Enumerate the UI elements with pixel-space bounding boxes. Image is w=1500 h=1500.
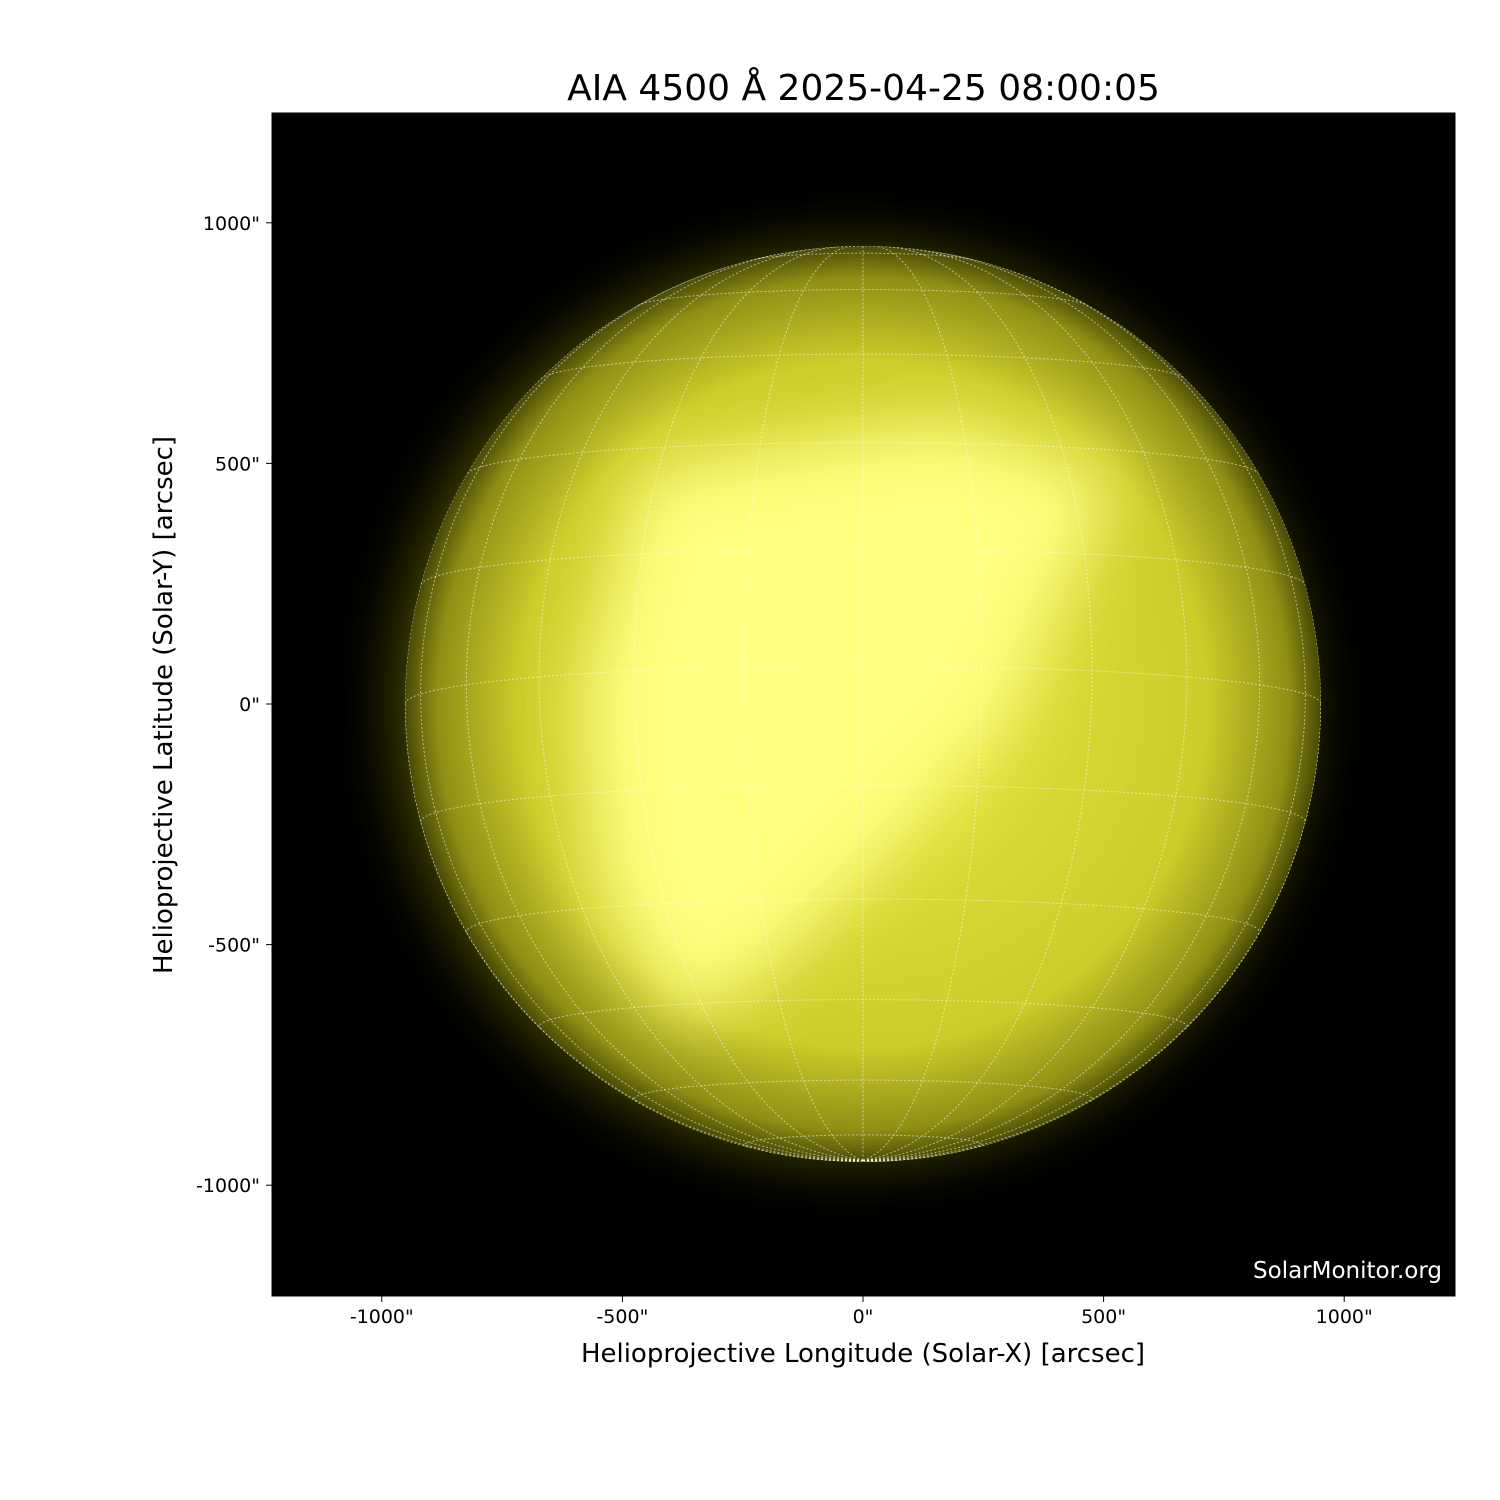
grid-line xyxy=(862,246,982,1161)
x-tick-label: -500" xyxy=(596,1306,648,1328)
grid-line xyxy=(405,665,1321,705)
y-tick-label: 1000" xyxy=(203,213,260,235)
grid-line xyxy=(465,250,864,1161)
y-axis-label: Helioprojective Latitude (Solar-Y) [arcs… xyxy=(149,436,179,974)
x-axis-ticks: -1000" -500" 0" 500" 1000" xyxy=(350,1296,1373,1328)
grid-line xyxy=(540,353,1186,379)
y-tick-label: 500" xyxy=(215,453,260,475)
grid-line xyxy=(420,266,864,1161)
x-tick-label: 500" xyxy=(1081,1306,1126,1328)
grid-line xyxy=(862,1159,872,1162)
grid-line xyxy=(466,442,1260,474)
grid-line xyxy=(744,246,864,1161)
grid-line xyxy=(751,252,975,261)
y-tick-label: -500" xyxy=(208,935,260,957)
grid-line xyxy=(862,266,1306,1161)
y-axis-ticks: 1000" 500" 0" -500" -1000" xyxy=(196,213,272,1197)
grid-line xyxy=(862,247,1188,1161)
grid-line xyxy=(744,1134,982,1149)
grid-line xyxy=(862,246,1093,1161)
y-tick-label: -1000" xyxy=(196,1175,260,1197)
grid-line xyxy=(465,898,1261,934)
bright-region xyxy=(580,420,1120,1020)
y-tick-label: 0" xyxy=(239,694,260,716)
x-tick-label: 0" xyxy=(853,1306,874,1328)
heliographic-grid xyxy=(405,246,1321,1162)
x-tick-label: -1000" xyxy=(350,1306,414,1328)
x-tick-label: 1000" xyxy=(1316,1306,1373,1328)
plot-title: AIA 4500 Å 2025-04-25 08:00:05 xyxy=(567,68,1160,109)
x-axis-label: Helioprojective Longitude (Solar-X) [arc… xyxy=(581,1339,1145,1369)
watermark: SolarMonitor.org xyxy=(1253,1258,1442,1284)
grid-line xyxy=(538,247,864,1161)
grid-line xyxy=(420,548,1306,585)
grid-line xyxy=(862,250,1261,1161)
grid-line xyxy=(538,999,1188,1029)
grid-line xyxy=(633,246,864,1161)
